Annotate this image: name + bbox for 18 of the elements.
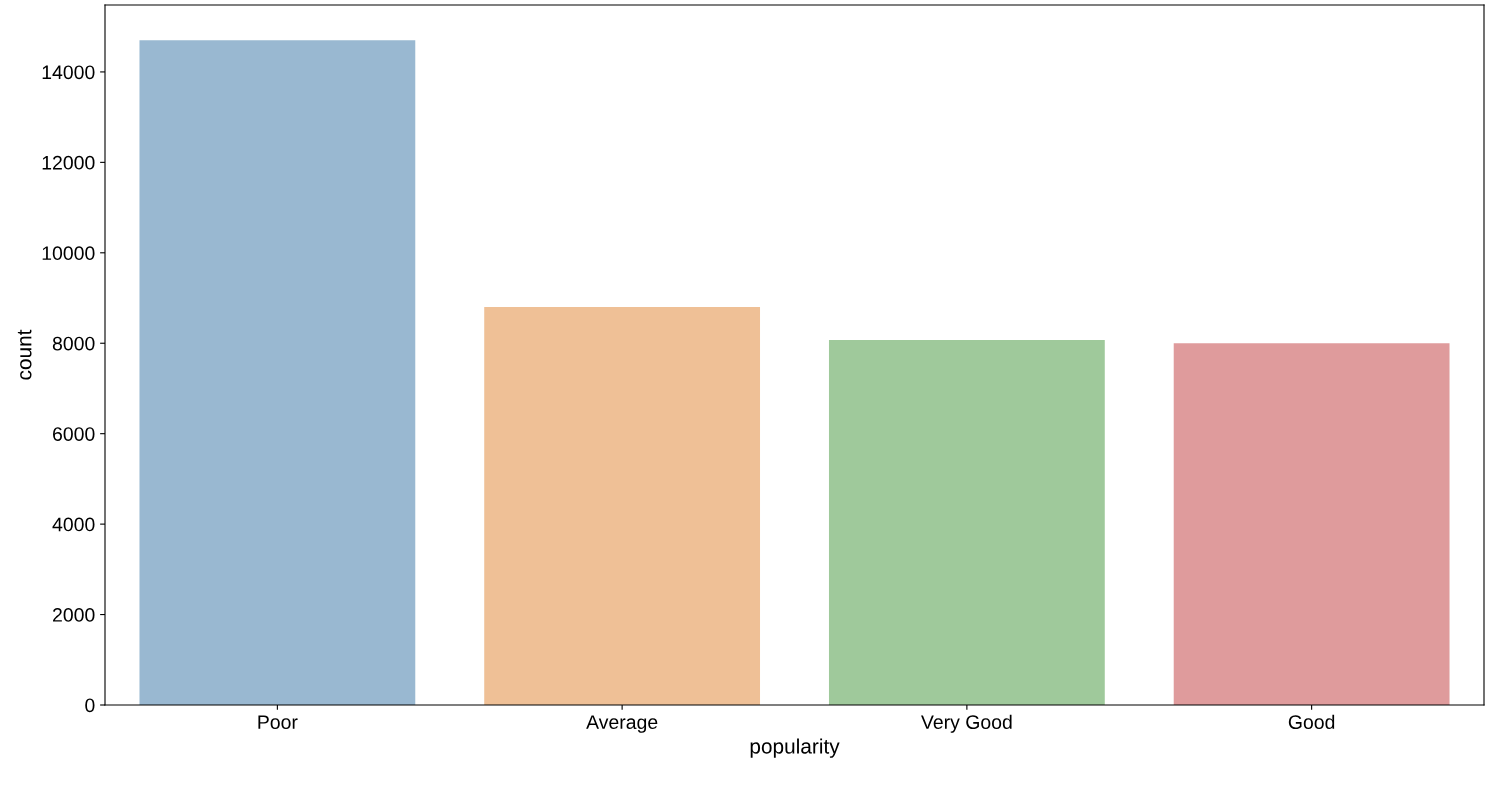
y-tick-label: 6000 [53, 427, 95, 441]
x-tick-label: Average [586, 715, 658, 733]
x-tick-label: Very Good [921, 714, 1012, 733]
x-tick-label: Poor [258, 715, 298, 729]
y-tick-label: 8000 [52, 336, 95, 351]
y-tick-label: 0 [85, 698, 95, 713]
bar [1173, 343, 1450, 705]
bar [139, 40, 416, 705]
x-tick-label: Good [1288, 714, 1335, 729]
y-tick-label: 4000 [52, 517, 95, 532]
y-tick-label: 12000 [42, 155, 95, 170]
bar [828, 340, 1105, 705]
y-tick-label: 10000 [42, 246, 95, 261]
x-axis-title: popularity [750, 738, 840, 758]
y-tick-label: 2000 [53, 608, 95, 622]
y-axis-title: count [17, 329, 32, 380]
bar [484, 307, 761, 705]
y-tick-label: 14000 [42, 65, 95, 80]
